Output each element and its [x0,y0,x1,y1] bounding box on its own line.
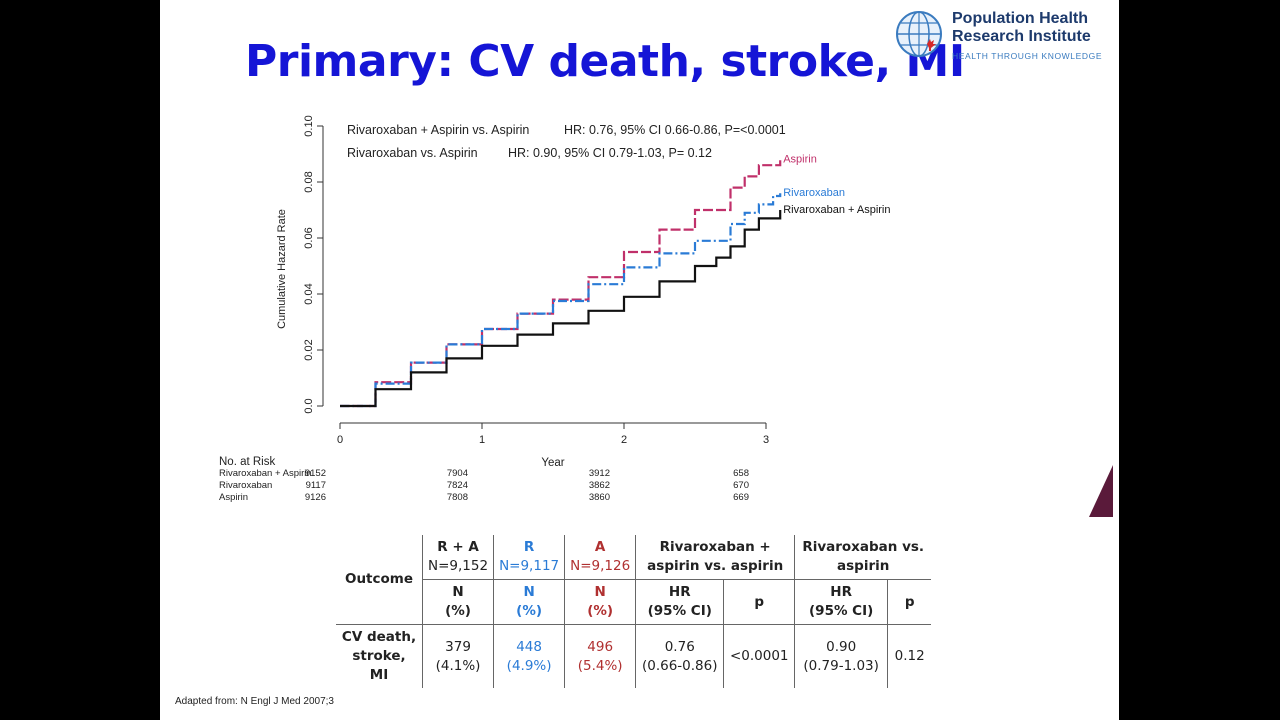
globe-icon [896,11,942,57]
risk-value: 7904 [446,468,468,479]
sub-hr-2: HR (95% CI) [794,579,889,625]
group-header-a: A N=9,126 [564,535,637,580]
results-data-row: CV death, stroke, MI 379 (4.1%) 448 (4.9%) … [336,624,932,688]
corner-decoration [1089,465,1113,517]
group-abbr: R + A [437,539,479,555]
hr1-value: 0.76 (0.66-0.86) [635,624,725,688]
series-label: Aspirin [783,154,817,166]
x-tick-label: 0 [337,434,343,446]
risk-value: 669 [733,492,749,503]
logo-line2: Research Institute [952,28,1091,45]
y-axis-label: Cumulative Hazard Rate [276,209,288,329]
risk-row: Rivaroxaban + Aspirin 9152 7904 3912 658 [219,468,819,480]
series-group: Aspirin Rivaroxaban Rivaroxaban + Aspirin [340,154,891,408]
p1-value: <0.0001 [723,624,796,688]
comparison1-header: Rivaroxaban + aspirin vs. aspirin [635,535,796,580]
slide-title: Primary: CV death, stroke, MI [245,36,965,87]
results-subheader-row: N (%) N (%) N (%) HR (95% CI) p HR (95% CI) p [336,579,932,625]
p2-value: 0.12 [887,624,932,688]
outcome-header: Outcome [336,535,423,625]
a-value: 496 (5.4%) [564,624,637,688]
risk-value: 3912 [588,468,610,479]
group-n: N=9,152 [428,558,489,574]
risk-value: 658 [733,468,749,479]
y-tick-label: 0.08 [303,171,315,192]
r-value: 448 (4.9%) [493,624,566,688]
y-tick-label: 0.0 [303,398,315,413]
results-header-row: Outcome R + A N=9,152 R N=9,117 A N=9,126 R… [336,535,932,625]
risk-table-title: No. at Risk [219,456,276,468]
risk-value: 3862 [588,480,610,491]
risk-row: Rivaroxaban 9117 7824 3862 670 [219,480,819,492]
risk-value: 9152 [304,468,326,479]
annotation-1-stats: HR: 0.76, 95% CI 0.66-0.86, P=<0.0001 [564,123,786,137]
results-table: Outcome R + A N=9,152 R N=9,117 A N=9,126 R… [336,535,932,688]
y-tick-label: 0.02 [303,339,315,360]
sub-p-2: p [887,579,932,625]
y-axis: 0.0 0.02 0.04 0.06 0.08 0.10 [303,115,324,414]
institute-logo: Population Health Research Institute HEA… [895,10,1115,66]
y-tick-label: 0.10 [303,115,315,136]
outcome-cell: CV death, stroke, MI [336,624,423,688]
cumulative-hazard-chart: 0.0 0.02 0.04 0.06 0.08 0.10 0 1 2 3 Aspirin Riva… [276,115,891,469]
y-tick-label: 0.06 [303,227,315,248]
group-n: N=9,117 [499,558,560,574]
group-header-r: R N=9,117 [493,535,566,580]
risk-row: Aspirin 9126 7808 3860 669 [219,492,819,504]
comparison2-header: Rivaroxaban vs. aspirin [794,535,932,580]
x-tick-label: 1 [479,434,485,446]
logo-line1: Population Health [952,10,1088,27]
slide: Primary: CV death, stroke, MI Population… [160,0,1119,720]
risk-value: 3860 [588,492,610,503]
annotation-2-label: Rivaroxaban vs. Aspirin [347,146,478,160]
hr2-value: 0.90 (0.79-1.03) [794,624,889,688]
group-abbr: A [594,539,606,555]
annotation-1-label: Rivaroxaban + Aspirin vs. Aspirin [347,123,529,137]
series-label: Rivaroxaban + Aspirin [783,204,890,216]
annotation-2-stats: HR: 0.90, 95% CI 0.79-1.03, P= 0.12 [508,146,712,160]
risk-value: 7824 [446,480,468,491]
risk-value: 7808 [446,492,468,503]
logo-tagline: HEALTH THROUGH KNOWLEDGE [952,51,1103,61]
risk-value: 9117 [305,480,326,491]
x-tick-label: 2 [621,434,627,446]
ra-value: 379 (4.1%) [421,624,495,688]
sub-n-ra: N (%) [421,579,495,625]
series-line-rivaroxaban-aspirin [340,210,782,408]
sub-p-1: p [723,579,796,625]
sub-n-a: N (%) [564,579,637,625]
series-label: Rivaroxaban [783,187,845,199]
risk-row-label: Aspirin [219,492,249,503]
x-axis: 0 1 2 3 [337,422,769,446]
x-axis-label: Year [541,457,564,469]
x-tick-label: 3 [763,434,769,446]
sub-n-r: N (%) [493,579,566,625]
group-n: N=9,126 [570,558,631,574]
series-line-aspirin [340,159,782,408]
risk-row-label: Rivaroxaban + Aspirin [219,468,312,479]
risk-value: 9126 [304,492,326,503]
group-header-ra: R + A N=9,152 [421,535,495,580]
source-citation: Adapted from: N Engl J Med 2007;3 [175,696,334,707]
group-abbr: R [523,539,535,555]
risk-row-label: Rivaroxaban [219,480,273,491]
sub-hr-1: HR (95% CI) [635,579,725,625]
y-tick-label: 0.04 [303,283,315,304]
risk-value: 670 [733,480,749,491]
